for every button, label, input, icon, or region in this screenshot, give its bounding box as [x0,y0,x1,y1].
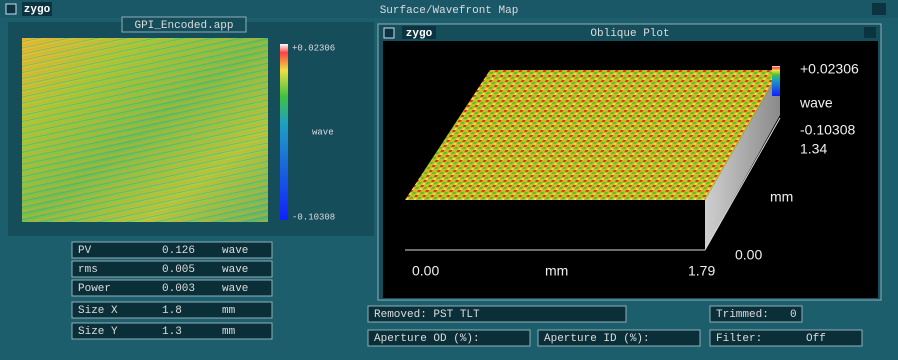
panel-title: Oblique Plot [590,28,669,40]
panel-menu-button[interactable] [384,28,394,38]
result-unit: mm [222,326,236,338]
removed: Removed: PST TLT [374,309,480,321]
oblique-colorbar [772,66,780,96]
filter-value: Off [806,333,826,345]
x-min: 0.00 [412,263,439,279]
result-value: 0.126 [162,245,195,257]
trimmed-label: Trimmed: [716,309,769,321]
result-value: 0.003 [162,283,195,295]
colorbar-max: +0.02306 [292,43,335,53]
y-max: 1.34 [800,141,827,157]
aperture-od: Aperture OD (%): [374,333,480,345]
colorbar-unit: wave [312,127,334,137]
trimmed-value: 0 [790,309,797,321]
result-value: 0.005 [162,264,195,276]
result-unit: wave [222,283,248,295]
map-title: GPI_Encoded.app [134,20,233,32]
filter-label: Filter: [716,333,762,345]
panel-tool-button[interactable] [864,27,876,38]
result-unit: wave [222,264,248,276]
result-value: 1.8 [162,305,182,317]
aperture-id: Aperture ID (%): [544,333,650,345]
result-value: 1.3 [162,326,182,338]
logo: zygo [24,4,51,16]
panel-logo: zygo [406,28,433,40]
y-min: 0.00 [735,247,762,263]
app-window: zygo Surface/Wavefront Map GPI_Encoded.a… [0,0,898,360]
result-label: PV [78,245,92,257]
tool-button[interactable] [872,3,886,15]
x-unit: mm [545,263,568,279]
x-max: 1.79 [688,263,715,279]
window-menu-button[interactable] [6,4,16,14]
result-label: Size Y [78,326,118,338]
z-max: +0.02306 [800,61,859,77]
surface-map-texture [22,38,268,222]
z-min: -0.10308 [800,122,855,138]
result-label: Size X [78,305,118,317]
z-unit: wave [799,95,833,111]
window-title: Surface/Wavefront Map [380,5,519,17]
result-label: rms [78,264,98,276]
result-unit: wave [222,245,248,257]
colorbar [280,44,288,220]
result-unit: mm [222,305,236,317]
results-table: PV 0.126 wave rms 0.005 wave Power 0.003 wave Siz… [72,242,272,339]
colorbar-min: -0.10308 [292,212,335,222]
result-label: Power [78,283,111,295]
y-unit: mm [770,189,793,205]
